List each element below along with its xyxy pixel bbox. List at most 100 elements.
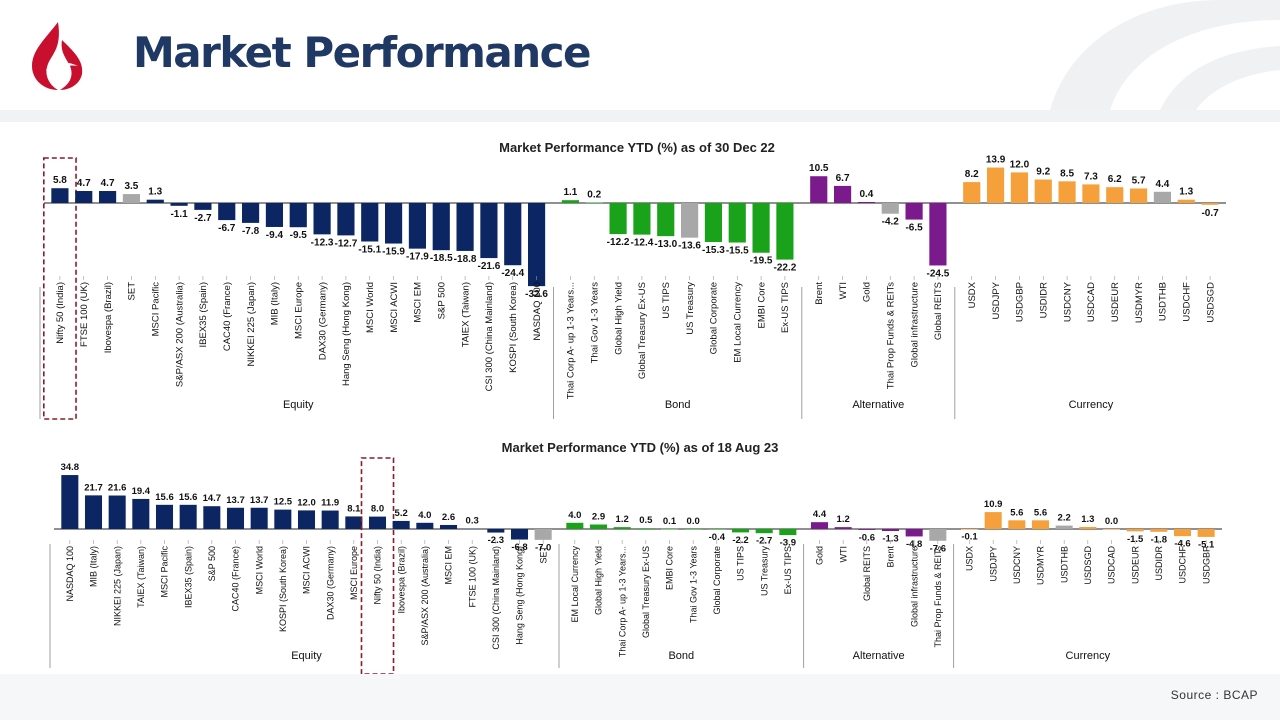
value-label-s-p-asx-200-australia: -1.1 (170, 209, 188, 220)
charts-svg: Market Performance YTD (%) as of 30 Dec … (39, 140, 1226, 675)
bar-nifty-50-india (51, 188, 69, 203)
category-label-gold: Gold (815, 546, 825, 565)
bar-usdgbp (1197, 529, 1215, 537)
value-label-brent: -1.3 (882, 534, 898, 545)
footer (0, 674, 1280, 720)
value-label-kospi-south-korea: 12.5 (274, 497, 293, 508)
value-label-usdcny: 8.5 (1060, 168, 1074, 179)
group-label-alternative: Alternative (852, 399, 904, 411)
category-label-usdx: USDX (967, 281, 978, 308)
bar-kospi-south-korea (274, 509, 292, 529)
value-label-dax30-germany: 11.9 (321, 498, 339, 509)
category-label-usdidr: USDIDR (1154, 546, 1164, 581)
bar-usdmyr (1130, 188, 1148, 203)
category-label-s-p-500: S&P 500 (207, 546, 217, 581)
bar-set (122, 194, 140, 203)
value-label-cac40-france: 13.7 (226, 495, 245, 506)
value-label-usdeur: 6.2 (1108, 174, 1122, 185)
bar-gold (810, 522, 829, 529)
category-label-brent: Brent (886, 546, 896, 568)
bar-usdthb (1055, 525, 1073, 529)
category-label-wti: WTI (838, 282, 849, 299)
bar-set (534, 529, 552, 540)
category-label-usdcny: USDCNY (1062, 281, 1073, 322)
category-label-global-corporate: Global Corporate (712, 546, 722, 615)
bar-msci-acwi (385, 203, 403, 244)
value-label-us-tips: -13.0 (654, 239, 677, 250)
category-label-us-treasury: US Treasury (685, 282, 696, 335)
value-label-msci-world: 13.7 (250, 495, 269, 506)
bar-dax30-germany (313, 203, 331, 235)
value-label-usdmyr: 5.7 (1132, 175, 1146, 186)
category-label-usdjpy: USDJPY (988, 546, 998, 582)
bar-msci-world (361, 203, 379, 242)
bar-usdsgd (1079, 526, 1097, 529)
category-label-set: SET (127, 282, 138, 301)
bar-nasdaq-100 (528, 203, 546, 287)
category-label-global-infrastructure: Global infrastructure (909, 546, 919, 627)
category-label-usdmyr: USDMYR (1134, 282, 1145, 323)
bar-global-infrastructure (905, 529, 923, 537)
category-label-kospi-south-korea: KOSPI (South Korea) (278, 546, 288, 632)
background-decoration-icon (1050, 0, 1280, 110)
value-label-em-local-currency: 4.0 (568, 510, 581, 521)
bar-global-high-yield (609, 203, 627, 235)
bar-ibex35-spain (194, 203, 212, 210)
value-label-wti: 1.2 (837, 514, 850, 525)
category-label-msci-world: MSCI World (254, 546, 264, 594)
highlight-box (43, 157, 77, 420)
category-label-usdgbp: USDGBP (1015, 282, 1026, 322)
value-label-global-high-yield: 2.9 (592, 512, 605, 523)
group-label-currency: Currency (1069, 399, 1114, 411)
category-label-global-high-yield: Global High Yield (613, 282, 624, 355)
category-label-hang-seng-hong-kong: Hang Seng (Hong Kong) (341, 282, 352, 386)
category-label-thai-corp-a-up-1-3-years: Thai Corp A- up 1-3 Years... (566, 282, 577, 399)
category-label-global-infrastructure: Global infrastructure (909, 282, 920, 368)
value-label-csi-300-china-mainland: -21.6 (478, 261, 501, 272)
category-label-mib-italy: MIB (Italy) (270, 282, 281, 325)
bar-embi-core (660, 528, 679, 530)
value-label-nasdaq-100: -32.6 (525, 289, 548, 300)
category-label-cac40-france: CAC40 (France) (231, 546, 241, 612)
bar-usdthb (1153, 191, 1171, 203)
bar-global-corporate (704, 203, 722, 243)
category-label-em-local-currency: EM Local Currency (570, 546, 580, 623)
value-label-usdgbp: -5.1 (1198, 539, 1215, 550)
bar-wti (834, 185, 852, 203)
value-label-ibovespa-brazil: 5.2 (395, 508, 408, 519)
bar-usdx (963, 182, 981, 203)
bar-nifty-50-india (368, 516, 387, 529)
category-label-usdeur: USDEUR (1130, 546, 1140, 585)
value-label-nikkei-225-japan: -7.8 (242, 226, 260, 237)
category-label-s-p-asx-200-australia: S&P/ASX 200 (Australia) (420, 546, 430, 646)
category-label-wti: WTI (838, 546, 848, 563)
bar-nikkei-225-japan (242, 203, 260, 223)
value-label-set: -7.0 (535, 542, 551, 553)
bar-cac40-france (226, 507, 245, 529)
value-label-mib-italy: -9.4 (266, 230, 284, 241)
bar-embi-core (752, 203, 770, 253)
bar-msci-world (250, 507, 268, 529)
category-label-global-reits: Global REITS (933, 282, 944, 340)
value-label-s-p-asx-200-australia: 4.0 (418, 510, 431, 521)
category-label-global-treasury-ex-us: Global Treasury Ex-US (641, 546, 651, 638)
value-label-wti: 6.7 (836, 173, 850, 184)
bar-global-treasury-ex-us (637, 528, 655, 529)
value-label-taiex-taiwan: 19.4 (132, 486, 151, 497)
category-label-s-p-500: S&P 500 (437, 282, 448, 319)
group-label-equity: Equity (291, 650, 322, 662)
category-label-taiex-taiwan: TAIEX (Taiwan) (136, 546, 146, 608)
bar-thai-gov-1-3-years (684, 529, 702, 530)
bar-taiex-taiwan (456, 203, 474, 251)
category-label-taiex-taiwan: TAIEX (Taiwan) (460, 282, 471, 347)
category-label-usdcad: USDCAD (1107, 546, 1117, 585)
bar-us-tips (731, 529, 750, 533)
category-label-msci-world: MSCI World (365, 282, 376, 333)
value-label-nikkei-225-japan: 21.6 (108, 483, 127, 494)
category-label-usdchf: USDCHF (1178, 545, 1188, 583)
category-label-global-treasury-ex-us: Global Treasury Ex-US (637, 282, 648, 379)
category-label-thai-prop-funds-reits: Thai Prop Funds & REITs (933, 546, 943, 648)
category-label-usdsgd: USDSGD (1205, 282, 1216, 323)
bar-msci-acwi (297, 510, 316, 529)
category-label-csi-300-china-mainland: CSI 300 (China Mainland) (491, 546, 501, 650)
